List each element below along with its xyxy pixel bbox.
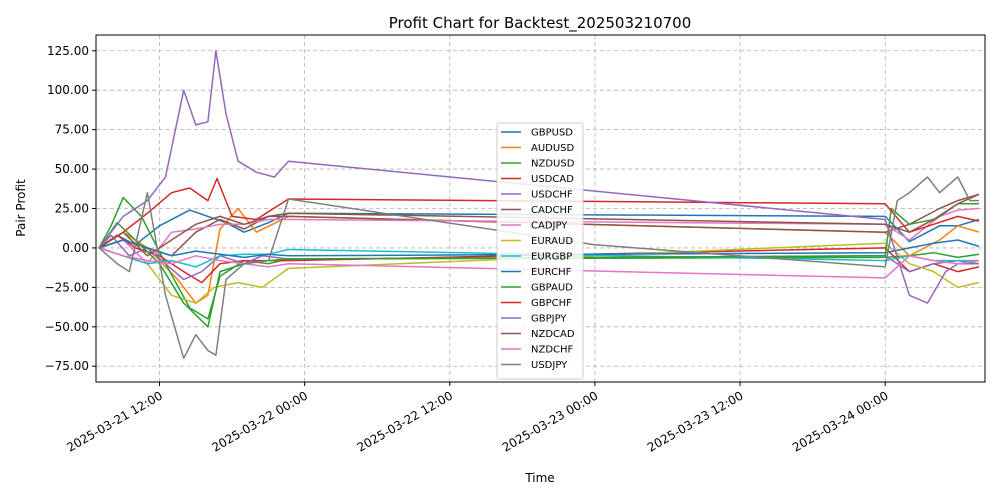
series-line-euraud <box>98 242 980 304</box>
y-tick-label: 100.00 <box>47 83 89 97</box>
legend-label: CADJPY <box>531 221 568 232</box>
y-tick-label: 0.00 <box>62 241 89 255</box>
y-tick-label: 50.00 <box>55 162 89 176</box>
legend-label: EURGBP <box>531 252 572 263</box>
series-line-audusd <box>98 207 980 304</box>
series-line-eurchf <box>98 239 980 259</box>
legend-label: GBPAUD <box>531 283 573 294</box>
series-line-nzdusd <box>98 196 980 320</box>
legend: GBPUSD AUDUSD NZDUSD USDCAD USDCHF CADCHF CADJ… <box>496 122 584 380</box>
series-line-cadjpy <box>98 207 980 265</box>
y-tick-label: −75.00 <box>45 359 89 373</box>
y-tick-label: −25.00 <box>45 280 89 294</box>
series-line-usdjpy <box>98 176 979 360</box>
series-lines <box>98 50 980 360</box>
series-line-gbpchf <box>98 177 980 249</box>
series-line-gbpusd <box>98 209 980 249</box>
legend-box <box>496 122 584 380</box>
legend-label: GBPJPY <box>531 314 567 325</box>
legend-label: AUDUSD <box>531 143 575 154</box>
chart-title: Profit Chart for Backtest_202503210700 <box>389 14 692 33</box>
y-tick-label: −50.00 <box>45 320 89 334</box>
legend-label: CADCHF <box>531 205 573 216</box>
legend-label: NZDCAD <box>531 329 575 340</box>
legend-label: USDCAD <box>531 174 574 185</box>
legend-label: GBPUSD <box>531 128 573 139</box>
x-axis-title: Time <box>524 471 554 485</box>
legend-label: EURCHF <box>531 267 572 278</box>
legend-label: NZDCHF <box>531 345 574 356</box>
series-line-gbpjpy <box>98 50 979 304</box>
y-axis: −75.00 −50.00 −25.00 0.00 25.00 50.00 75.00 100… <box>45 44 96 373</box>
legend-label: NZDUSD <box>531 159 575 170</box>
y-tick-label: 25.00 <box>55 202 89 216</box>
legend-label: EURAUD <box>531 236 573 247</box>
series-line-nzdchf <box>98 247 980 279</box>
legend-label: GBPCHF <box>531 298 572 309</box>
y-tick-label: 125.00 <box>47 44 89 58</box>
series-line-nzdcad <box>98 193 980 257</box>
legend-label: USDCHF <box>531 190 573 201</box>
legend-label: USDJPY <box>531 360 568 371</box>
y-axis-title: Pair Profit <box>14 179 28 237</box>
y-tick-label: 75.00 <box>55 123 89 137</box>
